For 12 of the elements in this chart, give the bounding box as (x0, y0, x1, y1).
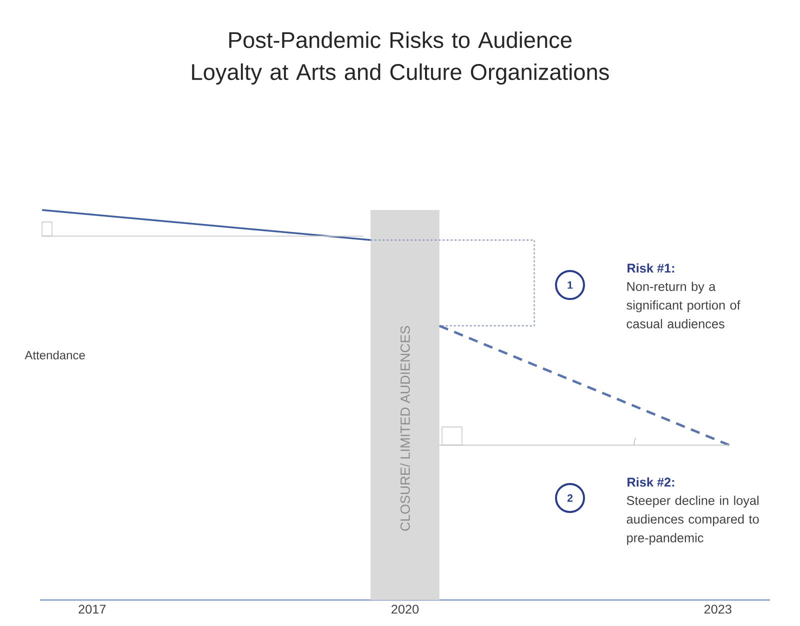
x-tick-label: 2020 (392, 604, 419, 614)
annotation: Steeper decline in loyal audiences compared to pre-pandemic (626, 496, 759, 545)
annotation: 1 (568, 281, 573, 289)
band-label: CLOSURE/ LIMITED AUDIENCES (400, 326, 410, 531)
annotation: 2 (567, 494, 573, 502)
annotation: Risk #2: (628, 477, 674, 487)
x-tick-label: 2023 (704, 604, 732, 614)
annotation: Non-return by a significant portion of casual audiences (626, 282, 740, 328)
chart-title: Post-Pandemic Risks to Audience Loyalty at Arts and Culture Organizations (192, 31, 609, 85)
annotation: Risk #1: (628, 263, 674, 273)
x-tick-label: 2017 (78, 604, 106, 614)
y-axis-title: Attendance (24, 350, 85, 360)
